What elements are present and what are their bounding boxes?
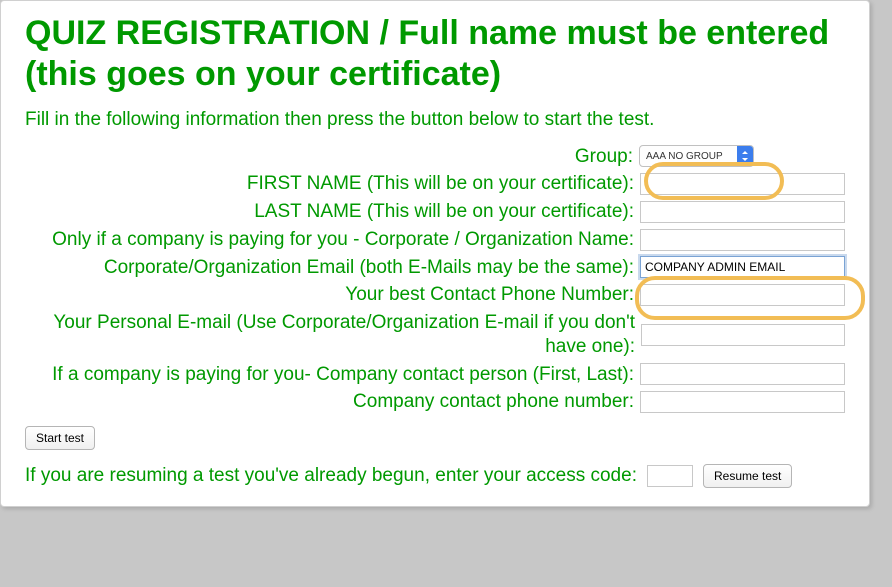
registration-panel: QUIZ REGISTRATION / Full name must be en…	[0, 0, 870, 507]
phone-label: Your best Contact Phone Number:	[345, 283, 634, 307]
row-contact-phone: Company contact phone number:	[25, 390, 845, 414]
first-name-label: FIRST NAME (This will be on your certifi…	[247, 172, 634, 196]
row-last-name: LAST NAME (This will be on your certific…	[25, 200, 845, 224]
group-label: Group:	[575, 145, 633, 169]
contact-phone-input[interactable]	[640, 391, 845, 413]
last-name-input[interactable]	[640, 201, 845, 223]
org-name-label: Only if a company is paying for you - Co…	[52, 228, 634, 252]
resume-row: If you are resuming a test you've alread…	[25, 464, 845, 488]
resume-prompt: If you are resuming a test you've alread…	[25, 465, 637, 487]
access-code-input[interactable]	[647, 465, 693, 487]
personal-email-input[interactable]	[641, 324, 845, 346]
row-group: Group: AAA NO GROUP	[25, 145, 845, 169]
row-contact-person: If a company is paying for you- Company …	[25, 363, 845, 387]
first-name-input[interactable]	[640, 173, 845, 195]
start-row: Start test	[25, 426, 845, 450]
contact-person-input[interactable]	[640, 363, 845, 385]
chevron-updown-icon	[737, 146, 753, 166]
resume-test-button[interactable]: Resume test	[703, 464, 792, 488]
personal-email-label: Your Personal E-mail (Use Corporate/Orga…	[25, 311, 635, 359]
org-email-input[interactable]	[640, 256, 845, 278]
start-test-button[interactable]: Start test	[25, 426, 95, 450]
row-org-email: Corporate/Organization Email (both E-Mai…	[25, 256, 845, 280]
page-title: QUIZ REGISTRATION / Full name must be en…	[25, 13, 845, 95]
row-phone: Your best Contact Phone Number:	[25, 283, 845, 307]
row-org-name: Only if a company is paying for you - Co…	[25, 228, 845, 252]
group-select[interactable]: AAA NO GROUP	[639, 145, 754, 167]
org-name-input[interactable]	[640, 229, 845, 251]
registration-form: Group: AAA NO GROUP FIRST NAME (This wil…	[25, 145, 845, 415]
contact-person-label: If a company is paying for you- Company …	[52, 363, 634, 387]
org-email-label: Corporate/Organization Email (both E-Mai…	[104, 256, 634, 280]
phone-input[interactable]	[640, 284, 845, 306]
intro-text: Fill in the following information then p…	[25, 109, 845, 131]
row-first-name: FIRST NAME (This will be on your certifi…	[25, 172, 845, 196]
last-name-label: LAST NAME (This will be on your certific…	[254, 200, 634, 224]
contact-phone-label: Company contact phone number:	[353, 390, 634, 414]
row-personal-email: Your Personal E-mail (Use Corporate/Orga…	[25, 311, 845, 359]
group-selected-value: AAA NO GROUP	[646, 151, 723, 162]
